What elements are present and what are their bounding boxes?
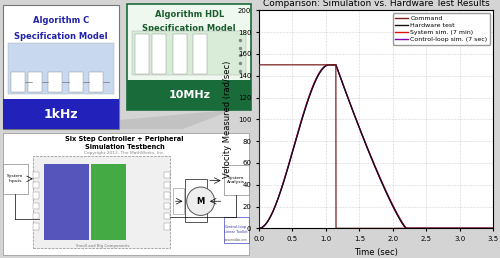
FancyBboxPatch shape [164, 172, 170, 178]
FancyBboxPatch shape [193, 34, 207, 74]
FancyBboxPatch shape [152, 34, 166, 74]
FancyBboxPatch shape [92, 164, 126, 240]
FancyBboxPatch shape [33, 213, 40, 219]
FancyBboxPatch shape [33, 156, 170, 248]
Text: Simulation Testbench: Simulation Testbench [84, 143, 164, 150]
FancyBboxPatch shape [33, 203, 40, 209]
FancyBboxPatch shape [48, 72, 62, 92]
Text: Copyright 2012, The MathWorks, Inc.: Copyright 2012, The MathWorks, Inc. [84, 151, 165, 155]
FancyBboxPatch shape [68, 72, 82, 92]
FancyBboxPatch shape [224, 217, 249, 243]
FancyBboxPatch shape [132, 31, 246, 75]
Text: Specification Model: Specification Model [142, 24, 236, 33]
FancyBboxPatch shape [164, 203, 170, 209]
Text: 1kHz: 1kHz [44, 108, 78, 121]
Legend: Command, Hardware test, System sim. (7 min), Control-loop sim. (7 sec): Command, Hardware test, System sim. (7 m… [393, 13, 490, 45]
Text: System
Analysis: System Analysis [227, 176, 245, 184]
FancyBboxPatch shape [134, 34, 148, 74]
FancyBboxPatch shape [172, 34, 186, 74]
FancyBboxPatch shape [127, 4, 252, 110]
FancyBboxPatch shape [12, 72, 26, 92]
Text: Algorithm C: Algorithm C [33, 16, 89, 25]
Text: System
Inputs: System Inputs [7, 174, 24, 183]
FancyBboxPatch shape [164, 192, 170, 199]
Text: Six Step Controller + Peripheral: Six Step Controller + Peripheral [65, 136, 184, 142]
FancyBboxPatch shape [164, 223, 170, 230]
FancyBboxPatch shape [224, 165, 249, 195]
Circle shape [186, 187, 214, 215]
Text: Specification Model: Specification Model [14, 32, 108, 41]
Text: Control-loop
Linear Toolkit: Control-loop Linear Toolkit [224, 225, 248, 234]
FancyBboxPatch shape [164, 213, 170, 219]
FancyBboxPatch shape [127, 80, 252, 110]
FancyBboxPatch shape [0, 0, 254, 258]
FancyBboxPatch shape [2, 99, 120, 129]
FancyBboxPatch shape [172, 188, 184, 214]
Title: Comparison: Simulation vs. Hardware Test Results: Comparison: Simulation vs. Hardware Test… [262, 0, 490, 8]
FancyBboxPatch shape [33, 172, 40, 178]
Polygon shape [20, 110, 234, 129]
FancyBboxPatch shape [8, 43, 115, 94]
FancyBboxPatch shape [33, 223, 40, 230]
FancyBboxPatch shape [44, 164, 89, 240]
Text: M: M [196, 197, 205, 206]
FancyBboxPatch shape [89, 72, 103, 92]
FancyBboxPatch shape [2, 133, 249, 255]
FancyBboxPatch shape [33, 182, 40, 188]
Y-axis label: Velocity Measured (rad/sec): Velocity Measured (rad/sec) [224, 61, 232, 178]
X-axis label: Time (sec): Time (sec) [354, 247, 398, 256]
FancyBboxPatch shape [28, 72, 42, 92]
Text: Algorithm HDL: Algorithm HDL [154, 10, 224, 19]
Text: www.matlab.com: www.matlab.com [224, 238, 248, 242]
FancyBboxPatch shape [186, 179, 207, 222]
Text: 10MHz: 10MHz [168, 90, 210, 100]
FancyBboxPatch shape [2, 164, 28, 194]
FancyBboxPatch shape [164, 182, 170, 188]
FancyBboxPatch shape [2, 5, 120, 129]
FancyBboxPatch shape [33, 192, 40, 199]
Text: Small and Big Components: Small and Big Components [76, 244, 130, 248]
